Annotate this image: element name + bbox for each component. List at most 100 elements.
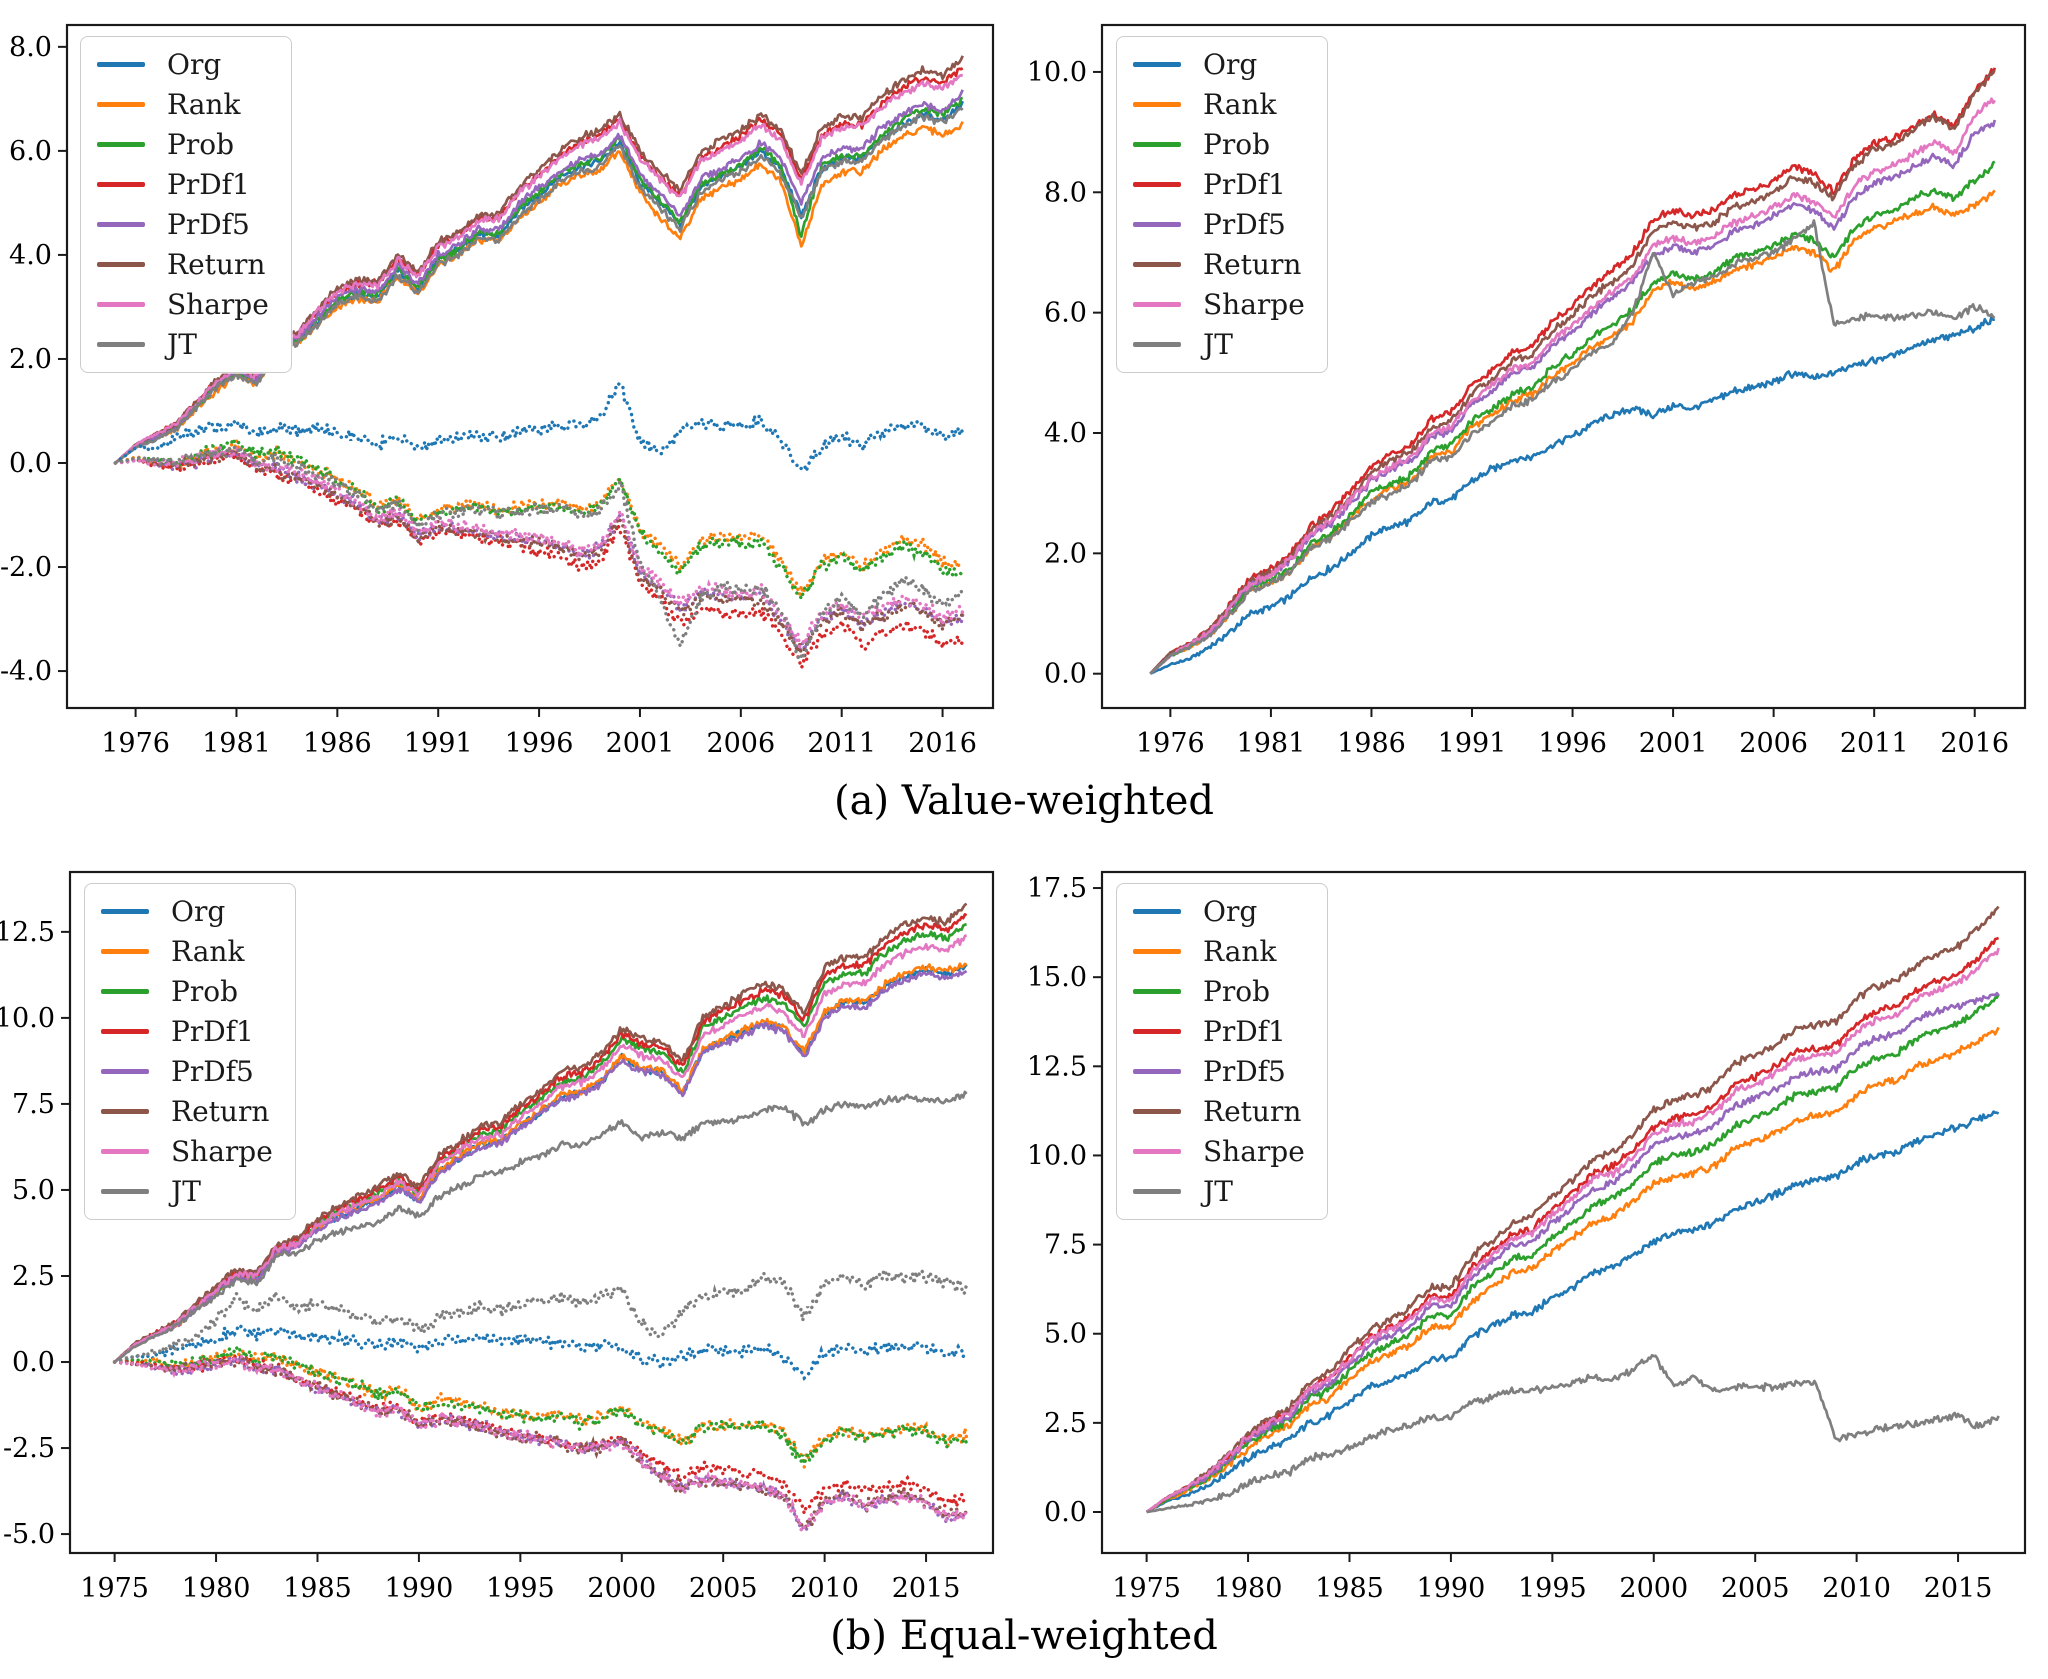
legend: Org Rank Prob PrDf1 PrDf5 Return Sharpe JT: [80, 36, 292, 373]
legend-line-swatch: [1133, 909, 1181, 914]
x-tick-label: 2000: [587, 1573, 656, 1604]
x-tick-label: 2015: [892, 1573, 961, 1604]
series-line-PrDf5: [113, 969, 968, 1364]
legend-item-jt: JT: [97, 329, 269, 360]
y-tick-label: 8.0: [1044, 177, 1087, 208]
legend-item-org: Org: [97, 49, 269, 80]
series-line-JT: [114, 107, 964, 465]
legend-line-swatch: [1133, 1109, 1181, 1114]
series-line-Org: [1149, 315, 1996, 675]
legend-item-sharpe: Sharpe: [1133, 289, 1305, 320]
legend: Org Rank Prob PrDf1 PrDf5 Return Sharpe JT: [1116, 36, 1328, 373]
legend-line-swatch: [101, 1069, 149, 1074]
x-tick-label: 1985: [1315, 1573, 1384, 1604]
legend-line-swatch: [1133, 222, 1181, 227]
chart-panel-equal-weighted-left: 1975 1980 1985 1990 1995 2000 2005 2010 2015 12.5…: [0, 847, 1024, 1647]
series-line-Sharpe: [1145, 947, 2000, 1514]
series-line-Prob: [1149, 160, 1996, 675]
legend-label: PrDf5: [1203, 207, 1286, 241]
legend-line-swatch: [101, 989, 149, 994]
series-line-Return-dotted: [113, 442, 965, 658]
chart-canvas: 1975 1980 1985 1990 1995 2000 2005 2010 2015 17.5…: [1027, 870, 2027, 1604]
legend-line-swatch: [1133, 342, 1181, 347]
legend-item-rank: Rank: [97, 89, 269, 120]
legend-line-swatch: [1133, 989, 1181, 994]
series-line-JT: [113, 1090, 968, 1364]
series-line-Sharpe: [114, 73, 964, 465]
legend-item-prdf5: PrDf5: [1133, 209, 1305, 240]
x-tick-label: 1990: [385, 1573, 454, 1604]
series-line-PrDf5: [1149, 119, 1997, 675]
y-tick-label: 8.0: [9, 32, 52, 63]
legend-item-rank: Rank: [101, 936, 273, 967]
legend-item-prdf1: PrDf1: [97, 169, 269, 200]
legend-label: PrDf5: [1203, 1054, 1286, 1088]
legend-label: Prob: [171, 974, 239, 1008]
legend-label: PrDf1: [171, 1014, 254, 1048]
series-line-Org-dotted: [112, 1323, 969, 1381]
legend-item-prob: Prob: [97, 129, 269, 160]
legend-label: Org: [171, 894, 226, 928]
y-tick-label: 0.0: [9, 448, 52, 479]
legend-line-swatch: [101, 1189, 149, 1194]
series-line-Sharpe: [1149, 97, 1996, 675]
y-tick-label: 7.5: [12, 1089, 55, 1120]
legend-item-prdf5: PrDf5: [101, 1056, 273, 1087]
y-tick-label: 2.0: [1044, 538, 1087, 569]
legend-item-rank: Rank: [1133, 89, 1305, 120]
legend-line-swatch: [97, 142, 145, 147]
x-tick-label: 1991: [404, 728, 473, 759]
legend-label: Prob: [1203, 127, 1271, 161]
legend-item-sharpe: Sharpe: [1133, 1136, 1305, 1167]
legend-label: Rank: [167, 87, 241, 121]
caption-value-weighted: (a) Value-weighted: [834, 778, 1214, 824]
y-tick-label: 2.5: [1044, 1408, 1087, 1439]
series-line-Prob-dotted: [113, 433, 965, 605]
legend-line-swatch: [1133, 1029, 1181, 1034]
legend-label: Return: [171, 1094, 270, 1128]
series-line-Sharpe: [113, 934, 968, 1364]
legend-item-rank: Rank: [1133, 936, 1305, 967]
x-tick-label: 1981: [202, 728, 271, 759]
legend-item-jt: JT: [101, 1176, 273, 1207]
legend-item-return: Return: [97, 249, 269, 280]
x-tick-label: 2010: [790, 1573, 859, 1604]
x-tick-label: 2001: [1639, 728, 1708, 759]
legend-item-return: Return: [101, 1096, 273, 1127]
legend-label: Prob: [167, 127, 235, 161]
y-tick-label: 5.0: [12, 1175, 55, 1206]
y-tick-label: 2.0: [9, 344, 52, 375]
x-tick-label: 2011: [1840, 728, 1909, 759]
legend-label: PrDf1: [1203, 1014, 1286, 1048]
x-tick-label: 2015: [1924, 1573, 1993, 1604]
legend-label: PrDf1: [167, 167, 250, 201]
y-tick-label: 0.0: [12, 1347, 55, 1378]
legend-item-sharpe: Sharpe: [97, 289, 269, 320]
y-tick-label: 12.5: [0, 917, 55, 948]
x-tick-label: 1980: [1214, 1573, 1283, 1604]
legend-item-jt: JT: [1133, 1176, 1305, 1207]
x-tick-label: 1995: [1518, 1573, 1587, 1604]
legend-line-swatch: [97, 62, 145, 67]
legend-line-swatch: [97, 182, 145, 187]
x-tick-label: 1991: [1438, 728, 1507, 759]
legend-item-org: Org: [1133, 896, 1305, 927]
x-tick-label: 2010: [1822, 1573, 1891, 1604]
legend-label: Rank: [1203, 87, 1277, 121]
legend-line-swatch: [101, 1029, 149, 1034]
x-tick-label: 1986: [1337, 728, 1406, 759]
legend-label: Prob: [1203, 974, 1271, 1008]
chart-panel-value-weighted-right: 1976 1981 1986 1991 1996 2001 2006 2011 2016 10.0…: [1024, 0, 2048, 800]
legend-label: PrDf5: [171, 1054, 254, 1088]
legend-label: JT: [1203, 327, 1233, 361]
y-tick-label: 6.0: [1044, 298, 1087, 329]
legend-line-swatch: [97, 222, 145, 227]
y-tick-label: 2.5: [12, 1261, 55, 1292]
series-line-JT: [1149, 219, 1996, 675]
y-tick-label: -5.0: [3, 1519, 55, 1550]
legend-line-swatch: [101, 1109, 149, 1114]
legend-label: Sharpe: [1203, 287, 1305, 321]
legend-line-swatch: [1133, 62, 1181, 67]
series-line-JT-dotted: [112, 1266, 969, 1364]
legend-line-swatch: [97, 302, 145, 307]
